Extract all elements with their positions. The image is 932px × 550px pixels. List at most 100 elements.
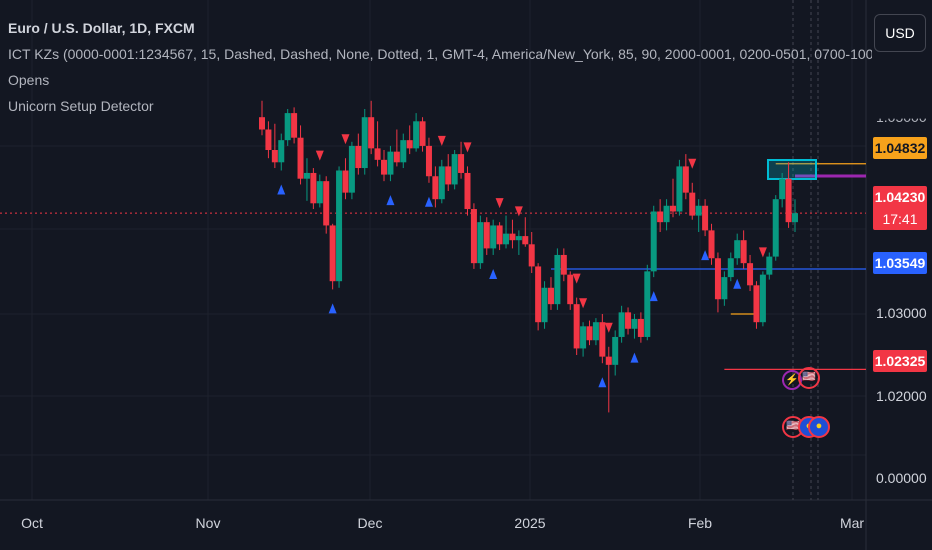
time-axis-label: Nov (195, 515, 221, 531)
time-axis-label: 2025 (514, 515, 546, 531)
candle-body (792, 213, 798, 223)
symbol-title[interactable]: Euro / U.S. Dollar, 1D, FXCM (8, 20, 195, 36)
candle-body (682, 166, 689, 193)
candle-body (714, 258, 721, 300)
price-tick: 1.03000 (876, 305, 927, 321)
candle-body (271, 150, 278, 163)
candle-body (284, 113, 291, 141)
candle-body (355, 145, 362, 169)
candle-body (573, 304, 580, 349)
candle-body (368, 117, 375, 149)
candle-body (303, 172, 310, 179)
candle-body (406, 140, 413, 149)
countdown-badge: 17:41 (873, 208, 927, 230)
signal-down-arrow (572, 273, 581, 284)
us-flag-icon[interactable]: 🇺🇸 (798, 367, 820, 389)
candle-body (721, 277, 728, 300)
candle-body (644, 271, 651, 337)
signal-up-arrow (598, 377, 607, 388)
candle-body (503, 233, 510, 245)
candle-body (689, 192, 696, 216)
candle-body (567, 274, 574, 305)
signal-up-arrow (649, 291, 658, 302)
unicorn-zone-box (767, 159, 817, 180)
signal-down-arrow (437, 135, 446, 146)
price-badge-blue: 1.03549 (873, 252, 927, 274)
eu-flag-icon[interactable]: ● (808, 416, 830, 438)
price-badge-orange: 1.04832 (873, 137, 927, 159)
candle-body (753, 285, 760, 323)
candle-body (490, 225, 497, 249)
candle-body (663, 205, 670, 223)
candle-body (554, 254, 561, 305)
indicator-ict-kzs[interactable]: ICT KZs (0000-0001:1234567, 15, Dashed, … (8, 46, 872, 62)
signal-up-arrow (701, 250, 710, 261)
signal-up-arrow (277, 184, 286, 195)
candle-body (535, 266, 542, 323)
candle-body (657, 211, 664, 223)
signal-down-arrow (495, 198, 504, 209)
signal-down-arrow (315, 150, 324, 161)
price-badge-red: 1.02325 (873, 350, 927, 372)
currency-button[interactable]: USD (874, 14, 926, 52)
candle-body (387, 151, 394, 175)
candle-body (438, 166, 445, 200)
signal-down-arrow (341, 134, 350, 145)
candle-body (766, 256, 773, 275)
candle-body (586, 326, 593, 341)
time-axis-label: Feb (687, 515, 713, 531)
candle-body (702, 205, 709, 231)
candle-body (592, 322, 599, 341)
candle-body (625, 312, 632, 329)
candle-body (785, 178, 792, 223)
candle-body (483, 222, 490, 249)
candle-body (727, 258, 734, 278)
candle-body (381, 159, 388, 175)
signal-down-arrow (463, 142, 472, 153)
candle-body (528, 244, 535, 267)
time-axis-label: Mar (839, 515, 865, 531)
signal-down-arrow (514, 206, 523, 217)
candle-body (631, 318, 638, 329)
price-badge-current: 1.04230 (873, 186, 927, 208)
signal-down-arrow (758, 247, 767, 258)
candle-body (740, 240, 747, 264)
indicator-opens[interactable]: Opens (8, 72, 50, 88)
candle-body (734, 240, 741, 259)
signal-down-arrow (604, 322, 613, 333)
candle-body (336, 170, 343, 282)
candle-body (669, 205, 676, 212)
candle-body (432, 176, 439, 200)
price-tick: 1.02000 (876, 388, 927, 404)
signal-up-arrow (733, 278, 742, 289)
signal-down-arrow (688, 158, 697, 169)
candle-body (259, 117, 265, 130)
candle-body (599, 322, 606, 357)
candle-body (393, 151, 400, 163)
candle-body (323, 181, 330, 226)
candle-body (361, 117, 368, 169)
candle-body (464, 172, 471, 210)
candle-body (759, 274, 766, 323)
signal-down-arrow (579, 298, 588, 309)
candle-body (509, 233, 516, 241)
indicator-unicorn[interactable]: Unicorn Setup Detector (8, 98, 154, 114)
candle-body (445, 166, 452, 185)
candle-body (342, 170, 349, 193)
signal-up-arrow (386, 195, 395, 206)
candle-body (413, 121, 420, 149)
candle-body (547, 287, 554, 305)
candle-body (310, 172, 317, 204)
candle-body (618, 312, 625, 337)
candle-body (650, 211, 657, 272)
candle-body (695, 205, 702, 216)
candle-body (515, 236, 522, 241)
candle-body (374, 148, 381, 160)
candle-body (265, 129, 272, 150)
candle-body (637, 318, 644, 337)
candle-body (708, 230, 715, 259)
candle-body (470, 209, 477, 264)
signal-up-arrow (424, 196, 433, 207)
